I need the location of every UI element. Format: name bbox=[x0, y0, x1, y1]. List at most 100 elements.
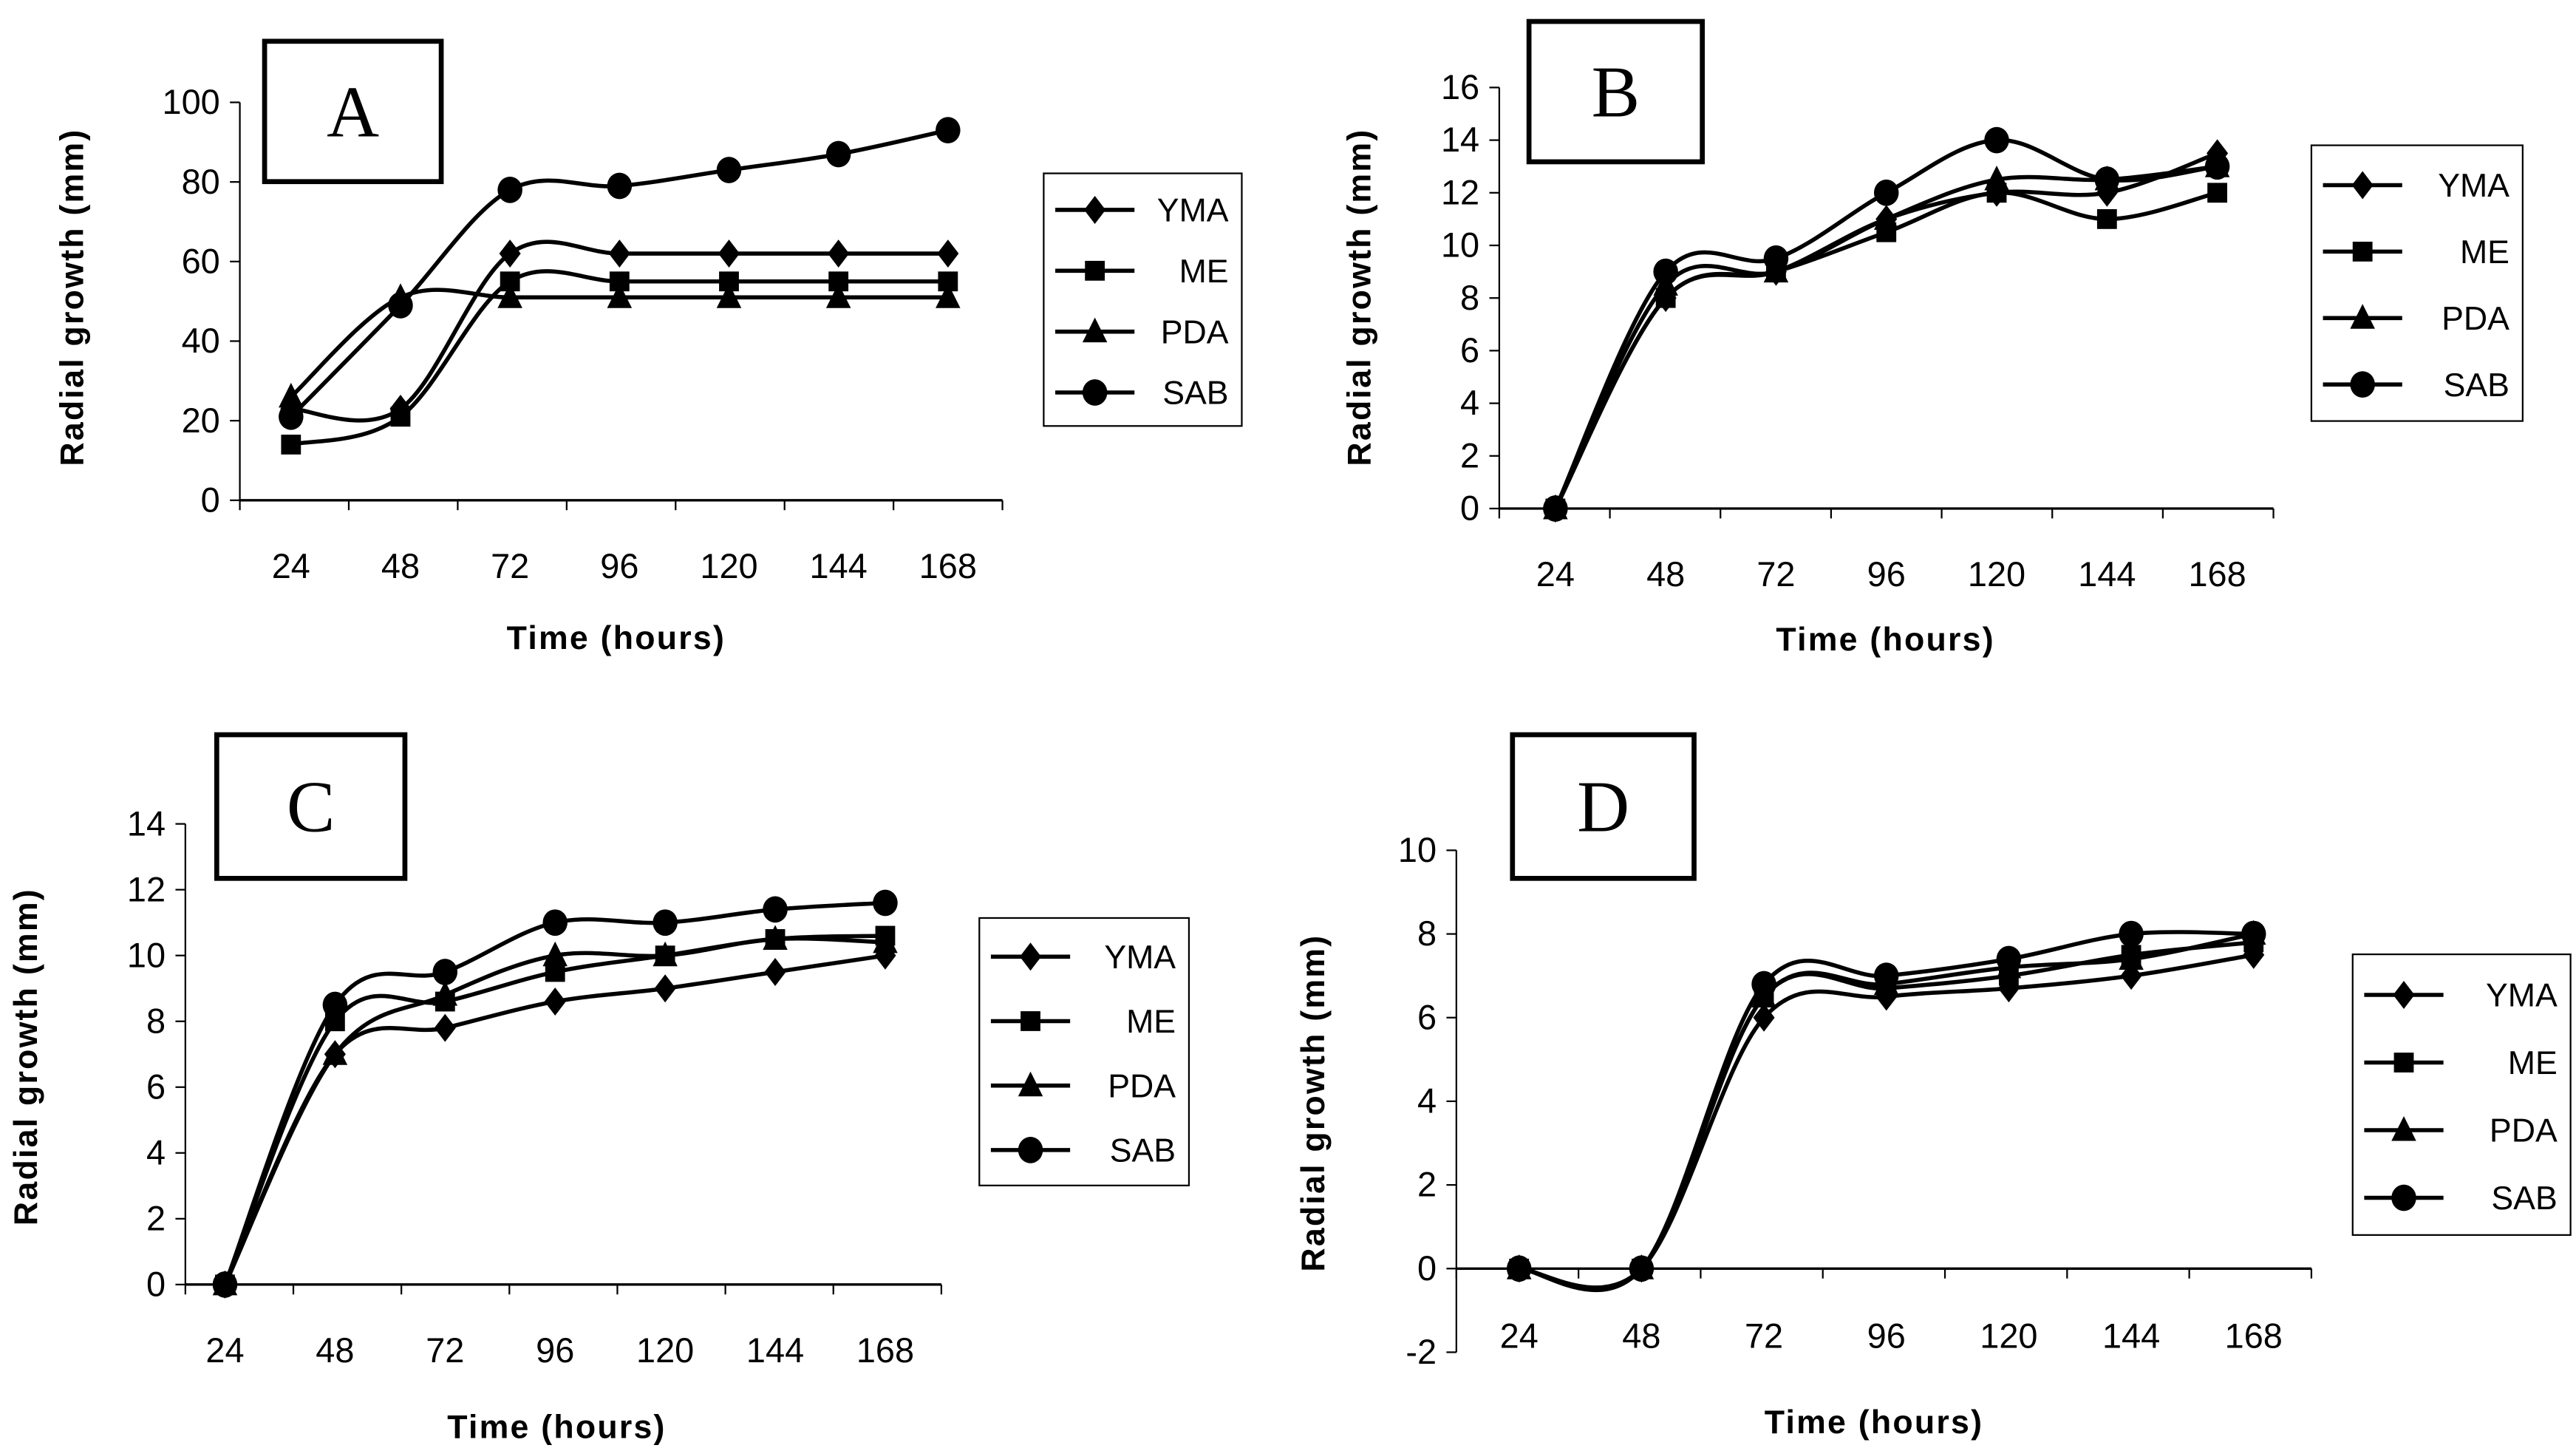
series-yma bbox=[214, 941, 896, 1299]
legend-label: ME bbox=[2508, 1045, 2558, 1081]
data-point-sab bbox=[873, 889, 898, 917]
y-tick-label: 6 bbox=[1460, 331, 1479, 370]
data-point-sab bbox=[1996, 945, 2022, 973]
y-tick-label: 14 bbox=[127, 804, 166, 843]
legend-marker-yma bbox=[2351, 171, 2374, 200]
x-tick-label: 144 bbox=[2102, 1316, 2160, 1355]
panel-label: B bbox=[1592, 52, 1640, 132]
series-me bbox=[215, 925, 896, 1295]
data-point-sab bbox=[1629, 1255, 1655, 1282]
data-point-me bbox=[2096, 208, 2117, 229]
data-point-sab bbox=[388, 292, 413, 319]
legend-box bbox=[2351, 953, 2572, 1236]
series-yma bbox=[280, 239, 959, 423]
series-pda bbox=[212, 925, 898, 1296]
legend-marker-pda bbox=[1082, 317, 1108, 343]
legend-label: SAB bbox=[2444, 367, 2509, 404]
data-point-sab bbox=[432, 959, 458, 985]
data-point-sab bbox=[2204, 153, 2230, 180]
data-point-pda bbox=[936, 283, 961, 308]
x-tick-label: 72 bbox=[1745, 1316, 1783, 1355]
x-tick-label: 168 bbox=[919, 547, 977, 585]
data-point-sab bbox=[607, 172, 633, 200]
legend-label: ME bbox=[2460, 234, 2509, 271]
y-tick-label: 12 bbox=[1441, 173, 1479, 211]
x-tick-label: 24 bbox=[272, 547, 310, 585]
panel-label-box bbox=[262, 38, 444, 185]
x-tick-label: 24 bbox=[205, 1331, 244, 1370]
y-axis-title: Radial growth (mm) bbox=[8, 888, 44, 1226]
data-point-sab bbox=[322, 991, 348, 1019]
y-tick-label: 10 bbox=[1398, 831, 1437, 869]
legend-label: PDA bbox=[1161, 314, 1229, 350]
legend-marker-me bbox=[2393, 1053, 2414, 1073]
data-point-yma bbox=[654, 974, 676, 1003]
legend-label: PDA bbox=[2490, 1113, 2558, 1149]
x-axis-title: Time (hours) bbox=[447, 1410, 666, 1446]
data-point-yma bbox=[1753, 1003, 1775, 1032]
panel-label: C bbox=[287, 767, 335, 848]
data-point-pda bbox=[873, 928, 898, 954]
legend-label: SAB bbox=[1162, 375, 1228, 412]
legend-marker-me bbox=[1020, 1011, 1040, 1031]
x-axis-title: Time (hours) bbox=[1765, 1404, 1983, 1441]
legend-box bbox=[1043, 172, 1243, 427]
y-tick-label: 6 bbox=[1417, 998, 1437, 1036]
legend-marker-yma bbox=[1020, 942, 1042, 971]
series-sab bbox=[1506, 920, 2266, 1293]
legend-marker-yma bbox=[2393, 981, 2415, 1009]
x-tick-label: 48 bbox=[1646, 555, 1685, 594]
x-tick-label: 48 bbox=[381, 547, 420, 585]
y-tick-label: 60 bbox=[182, 242, 220, 280]
data-point-yma bbox=[937, 239, 959, 268]
y-axis-title: Radial growth (mm) bbox=[1342, 129, 1378, 466]
data-point-pda bbox=[432, 981, 458, 1006]
data-point-sab bbox=[716, 157, 742, 183]
x-tick-label: 96 bbox=[536, 1331, 574, 1370]
y-tick-label: 0 bbox=[1460, 489, 1479, 528]
legend-marker-sab bbox=[1018, 1137, 1043, 1163]
legend-box bbox=[978, 917, 1190, 1186]
y-tick-label: 0 bbox=[146, 1265, 166, 1303]
panel-a: 0 20 40 60 80 100 24 48 72 96 120 144 168 Time (hours… bbox=[54, 38, 1243, 656]
data-point-sab bbox=[542, 909, 568, 937]
legend-label: PDA bbox=[1108, 1068, 1176, 1104]
y-axis-title: Radial growth (mm) bbox=[1295, 934, 1332, 1272]
y-axis-title: Radial growth (mm) bbox=[54, 129, 90, 466]
legend-marker-sab bbox=[2391, 1184, 2416, 1211]
data-point-sab bbox=[936, 117, 961, 144]
data-point-sab bbox=[1873, 179, 1899, 206]
x-tick-label: 24 bbox=[1536, 555, 1575, 594]
data-point-sab bbox=[212, 1271, 238, 1298]
y-tick-label: 100 bbox=[163, 83, 220, 121]
data-point-yma bbox=[434, 1013, 456, 1042]
x-tick-label: 72 bbox=[1756, 555, 1795, 594]
data-point-sab bbox=[1763, 245, 1789, 272]
data-point-sab bbox=[2119, 920, 2144, 948]
data-point-pda bbox=[542, 941, 568, 967]
y-tick-label: 4 bbox=[1460, 384, 1479, 422]
data-point-me bbox=[281, 435, 301, 455]
data-point-yma bbox=[828, 239, 850, 268]
legend-label: SAB bbox=[1110, 1133, 1176, 1169]
data-point-pda bbox=[1873, 205, 1899, 230]
panel-label: A bbox=[327, 72, 379, 152]
y-tick-label: 4 bbox=[1417, 1082, 1437, 1121]
legend-marker-yma bbox=[1084, 195, 1106, 224]
x-tick-label: 48 bbox=[316, 1331, 354, 1370]
data-point-me bbox=[2207, 183, 2228, 203]
legend: YMA ME PDA SAB bbox=[978, 917, 1190, 1186]
data-point-sab bbox=[1873, 962, 1899, 990]
data-point-me bbox=[390, 407, 411, 427]
data-point-yma bbox=[718, 239, 740, 268]
y-tick-label: -2 bbox=[1405, 1333, 1437, 1371]
data-point-sab bbox=[652, 909, 678, 937]
x-tick-label: 72 bbox=[491, 547, 529, 585]
data-point-pda bbox=[279, 382, 304, 408]
series-me bbox=[1545, 183, 2228, 519]
y-tick-label: 2 bbox=[1417, 1166, 1437, 1204]
data-point-sab bbox=[1653, 258, 1678, 285]
y-tick-label: 40 bbox=[182, 322, 220, 360]
legend: YMA ME PDA SAB bbox=[2351, 953, 2572, 1236]
